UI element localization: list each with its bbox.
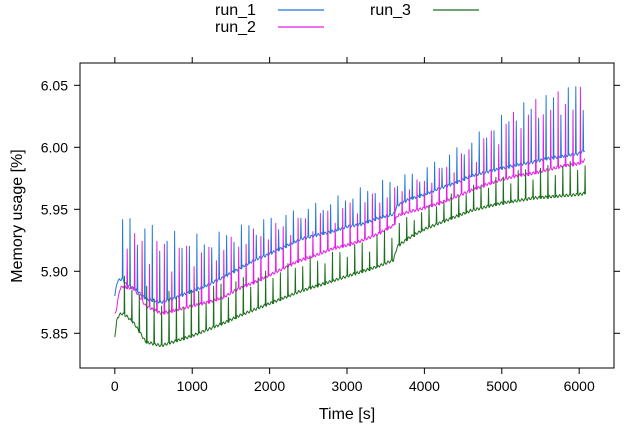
series-line-run-2 [114, 86, 586, 316]
legend-label: run_2 [215, 19, 256, 36]
x-tick-label: 3000 [331, 378, 362, 394]
y-tick-label: 5.85 [41, 325, 68, 341]
plot-frame [79, 62, 615, 369]
y-tick-label: 5.95 [41, 201, 68, 217]
x-tick-label: 2000 [254, 378, 285, 394]
legend-label: run_1 [215, 2, 256, 19]
x-tick-label: 4000 [409, 378, 440, 394]
series-layer [114, 86, 586, 348]
series-line-run-3 [114, 161, 586, 348]
x-axis-title: Time [s] [319, 406, 375, 423]
axes: 0 1000 2000 3000 4000 5000 6000 5.85 5.90 5.95 6.0… [41, 57, 620, 394]
y-tick-label: 5.90 [41, 263, 68, 279]
x-tick-label: 1000 [177, 378, 208, 394]
x-tick-label: 6000 [564, 378, 595, 394]
y-tick-label: 6.05 [41, 77, 68, 93]
x-tick-label: 0 [111, 378, 119, 394]
series-line-run-1 [114, 86, 586, 304]
x-tick-label: 5000 [486, 378, 517, 394]
legend-label: run_3 [370, 2, 411, 19]
y-axis-title: Memory usage [%] [9, 149, 26, 282]
y-tick-label: 6.00 [41, 139, 68, 155]
